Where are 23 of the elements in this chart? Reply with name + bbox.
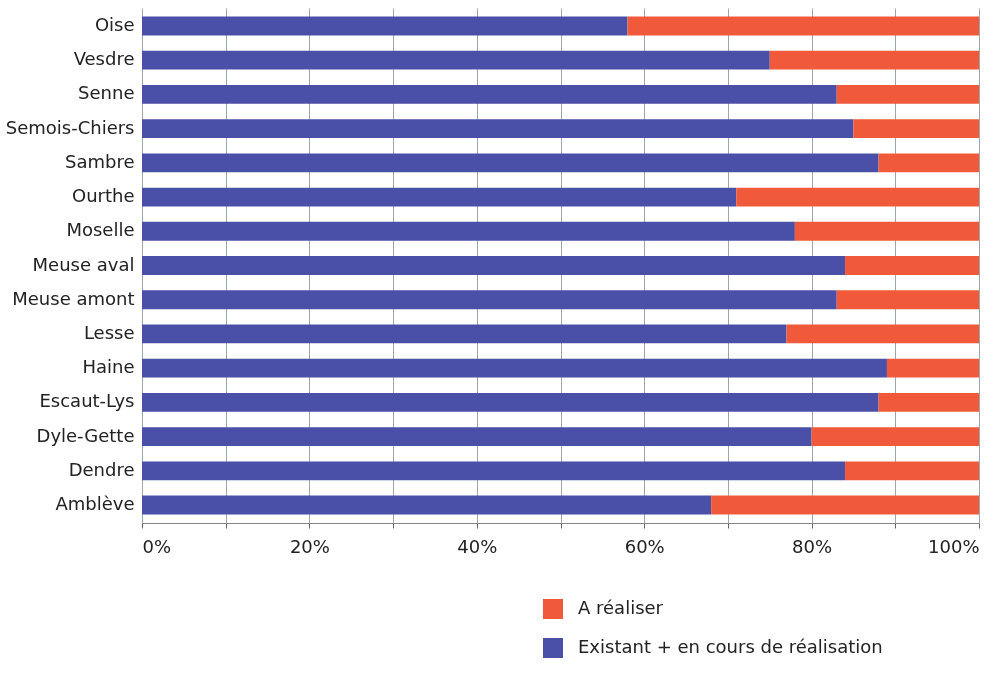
y-tick-label: Vesdre (73, 48, 135, 70)
y-tick-label: Senne (78, 82, 135, 104)
y-tick-label: Escaut-Lys (39, 390, 135, 412)
y-tick-label: Oise (94, 13, 135, 35)
y-tick-label: Sambre (65, 150, 135, 172)
x-tick-label: 60% (624, 535, 665, 557)
y-tick-label: Lesse (83, 321, 135, 343)
x-tick-label: 80% (792, 535, 833, 557)
x-tick-label: 20% (289, 535, 330, 557)
x-tick-label: 0% (142, 535, 172, 557)
y-tick-label: Meuse aval (32, 253, 135, 275)
y-tick-label: Amblève (55, 493, 135, 515)
x-tick-label: 40% (457, 535, 498, 557)
y-tick-label: Moselle (66, 219, 135, 241)
y-tick-label: Haine (82, 356, 135, 378)
x-tick-label: 100% (928, 535, 980, 557)
y-tick-label: Meuse amont (12, 287, 135, 309)
y-tick-label: Semois-Chiers (5, 116, 135, 138)
legend-label: A réaliser (578, 597, 664, 618)
y-tick-label: Dendre (68, 458, 135, 480)
y-tick-label: Ourthe (71, 185, 135, 207)
legend-label: Existant + en cours de réalisation (578, 636, 883, 657)
y-tick-label: Dyle-Gette (36, 424, 135, 446)
